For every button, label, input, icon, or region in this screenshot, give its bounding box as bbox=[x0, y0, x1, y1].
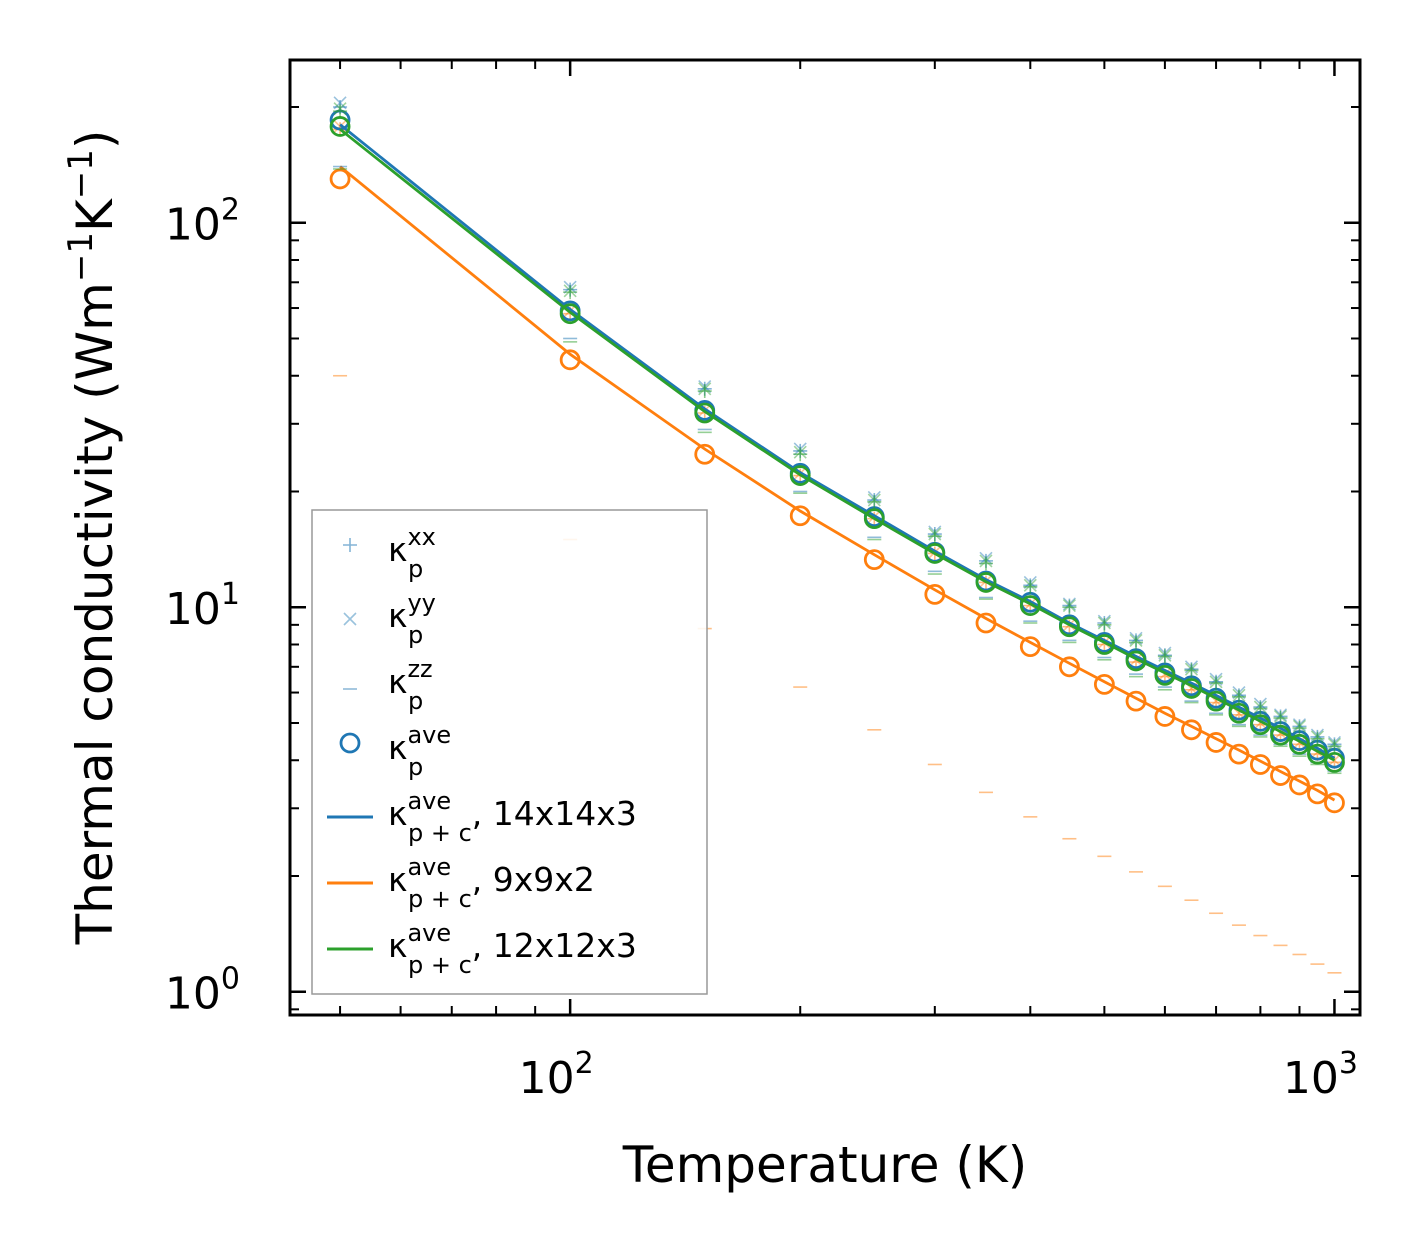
y-axis-label: Thermal conductivity (Wm−1K−1) bbox=[61, 130, 124, 946]
legend-entry-label: κave p + c, 9x9x2 bbox=[388, 853, 595, 913]
legend-entry-label: κxx p bbox=[388, 523, 436, 583]
kyy-point-12x12x3 bbox=[1184, 662, 1199, 676]
kave-point-9x9x2 bbox=[1324, 792, 1345, 814]
kxx-point-12x12x3 bbox=[1097, 617, 1112, 632]
kyy-point-12x12x3 bbox=[1232, 688, 1246, 702]
kyy-point-12x12x3 bbox=[867, 493, 881, 507]
kave-point-12x12x3 bbox=[1324, 751, 1345, 773]
kave-point-12x12x3 bbox=[1307, 743, 1328, 765]
kxx-point-12x12x3 bbox=[793, 447, 808, 462]
kave-pc-line-12x12x3 bbox=[339, 128, 1336, 762]
kyy-point-12x12x3 bbox=[1273, 709, 1288, 724]
y-axis-label-mid: K bbox=[66, 198, 124, 232]
kyy-point-12x12x3 bbox=[698, 382, 712, 396]
kxx-point-12x12x3 bbox=[1292, 721, 1307, 736]
kave-point-12x12x3 bbox=[789, 465, 811, 486]
kxx-point-12x12x3 bbox=[1062, 600, 1077, 615]
kxx-point-12x12x3 bbox=[1231, 689, 1246, 704]
y-axis-label-exp2: −1 bbox=[61, 149, 101, 199]
legend-entry-label: κave p bbox=[388, 721, 451, 781]
kyy-point-12x12x3 bbox=[1129, 633, 1143, 647]
kave-point-12x12x3 bbox=[1181, 678, 1202, 699]
kxx-point-12x12x3 bbox=[697, 384, 712, 399]
kave-point-12x12x3 bbox=[559, 303, 581, 325]
kave-point-12x12x3 bbox=[1093, 634, 1115, 655]
kave-pc-line-9x9x2 bbox=[339, 165, 1336, 802]
kxx-point-12x12x3 bbox=[1273, 711, 1288, 726]
kave-point-12x12x3 bbox=[1289, 733, 1310, 755]
kyy-point-12x12x3 bbox=[1209, 675, 1223, 689]
kxx-point-12x12x3 bbox=[867, 494, 882, 509]
legend-marker-kxx bbox=[343, 538, 357, 552]
kave-point-12x12x3 bbox=[863, 508, 885, 530]
kyy-point-12x12x3 bbox=[1327, 737, 1342, 751]
y-axis-label-end: ) bbox=[66, 130, 124, 150]
kxx-point-12x12x3 bbox=[1253, 701, 1268, 716]
kyy-point-12x12x3 bbox=[1253, 700, 1267, 714]
kxx-point-12x12x3 bbox=[1310, 731, 1325, 746]
kxx-point-12x12x3 bbox=[927, 529, 942, 544]
kyy-point-12x12x3 bbox=[793, 445, 807, 459]
kxx-point-12x12x3 bbox=[1129, 635, 1144, 650]
kave-point-9x9x2 bbox=[329, 168, 351, 190]
kyy-point-12x12x3 bbox=[333, 102, 347, 116]
legend-marker-kyy bbox=[343, 612, 357, 626]
y-tick-label: 101 bbox=[165, 577, 240, 635]
kave-point-12x12x3 bbox=[975, 572, 997, 593]
kyy-point-12x12x3 bbox=[1062, 599, 1076, 613]
kave-point-12x12x3 bbox=[1019, 595, 1041, 616]
y-tick-label: 100 bbox=[165, 962, 240, 1020]
legend-entry-label: κzz p bbox=[388, 655, 433, 715]
kxx-point-12x12x3 bbox=[978, 556, 993, 571]
kxx-point-12x12x3 bbox=[333, 104, 348, 119]
kave-point-12x12x3 bbox=[1125, 650, 1147, 672]
legend-marker-kave bbox=[339, 732, 361, 754]
legend-entry-label: κave p + c, 12x12x3 bbox=[388, 919, 637, 979]
x-axis-label: Temperature (K) bbox=[622, 1136, 1027, 1194]
kxx-point-12x12x3 bbox=[563, 285, 578, 300]
kyy-point-12x12x3 bbox=[928, 527, 942, 541]
kxx-point-12x12x3 bbox=[1184, 663, 1199, 678]
kave-point-9x9x2 bbox=[1093, 673, 1115, 695]
kxx-point-12x12x3 bbox=[1157, 649, 1172, 664]
kxx-point-12x12x3 bbox=[1023, 579, 1038, 594]
y-tick-label: 102 bbox=[165, 193, 240, 251]
kave-point-12x12x3 bbox=[694, 402, 716, 424]
x-tick-label: 102 bbox=[519, 1046, 594, 1104]
kxx-point-12x12x3 bbox=[1209, 676, 1224, 691]
kyy-point-12x12x3 bbox=[1023, 578, 1037, 592]
data-layer bbox=[329, 96, 1345, 974]
kave-point-12x12x3 bbox=[1205, 690, 1227, 712]
legend-entry-label: κyy p bbox=[388, 589, 436, 649]
kyy-point-12x12x3 bbox=[979, 554, 993, 568]
y-axis-label-exp1: −1 bbox=[61, 232, 101, 282]
kyy-point-12x12x3 bbox=[1097, 616, 1111, 630]
legend-frame bbox=[311, 509, 708, 995]
legend-entry-label: κave p + c, 14x14x3 bbox=[388, 787, 637, 847]
kyy-point-12x12x3 bbox=[1292, 719, 1307, 733]
y-axis-label-main: Thermal conductivity (Wm bbox=[66, 282, 124, 945]
kave-point-12x12x3 bbox=[329, 116, 351, 137]
series-12x12x3 bbox=[329, 102, 1345, 775]
kyy-point-12x12x3 bbox=[1158, 648, 1172, 662]
kyy-point-12x12x3 bbox=[563, 284, 577, 298]
kave-point-12x12x3 bbox=[924, 543, 946, 564]
kave-point-12x12x3 bbox=[1154, 664, 1176, 686]
kave-point-9x9x2 bbox=[1307, 783, 1328, 805]
kave-point-12x12x3 bbox=[1059, 616, 1080, 638]
kyy-point-9x9x2 bbox=[333, 119, 347, 134]
kxx-point-12x12x3 bbox=[1327, 739, 1342, 754]
axis-ticks: 102 103 100 101 102 bbox=[165, 60, 1360, 1104]
kyy-point-14x14x3 bbox=[333, 96, 347, 110]
plot-area-frame bbox=[288, 58, 1362, 1017]
kyy-point-12x12x3 bbox=[1310, 730, 1324, 744]
x-tick-label: 103 bbox=[1283, 1046, 1358, 1104]
kave-point-9x9x2 bbox=[1125, 690, 1147, 712]
